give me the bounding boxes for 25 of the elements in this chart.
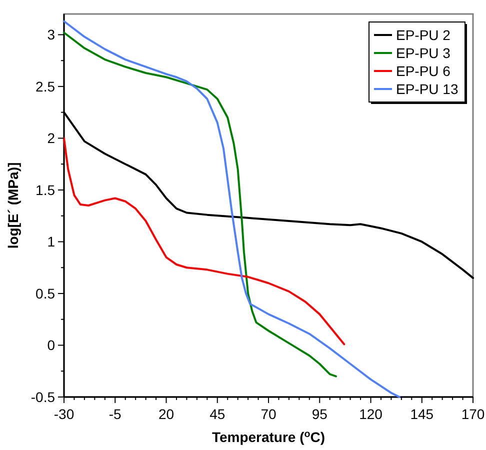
y-axis-title: log[E´ (MPa)]: [5, 162, 21, 249]
y-tick-label: 1: [47, 234, 56, 250]
line-series: [63, 137, 346, 346]
legend-label: EP-PU 6: [396, 63, 451, 79]
y-tick-label: 3: [47, 26, 56, 43]
y-tick-label: 1.5: [36, 182, 56, 198]
x-tick-label: 70: [260, 406, 276, 422]
x-tick-label: 145: [410, 406, 434, 422]
x-tick-label: 45: [210, 406, 226, 422]
legend-label: EP-PU 13: [396, 81, 458, 97]
line-series: [63, 32, 337, 378]
y-tick-label: 2.5: [36, 78, 56, 94]
x-tick-label: 120: [359, 406, 383, 422]
x-tick-label: -30: [54, 406, 74, 422]
x-tick-label: -5: [108, 406, 122, 422]
legend-label: EP-PU 3: [396, 45, 451, 61]
y-tick-label: 0.5: [36, 285, 56, 302]
x-axis-title: Temperature ($^{o}$C): [212, 428, 326, 445]
x-tick-label: 170: [461, 406, 485, 422]
legend-label: EP-PU 2: [396, 27, 451, 43]
x-tick-label: 20: [158, 406, 174, 422]
y-tick-label: -0.5: [30, 389, 56, 405]
y-tick-label: 2: [47, 130, 56, 146]
x-tick-label: 95: [312, 406, 328, 422]
y-tick-label: 0: [47, 337, 56, 354]
